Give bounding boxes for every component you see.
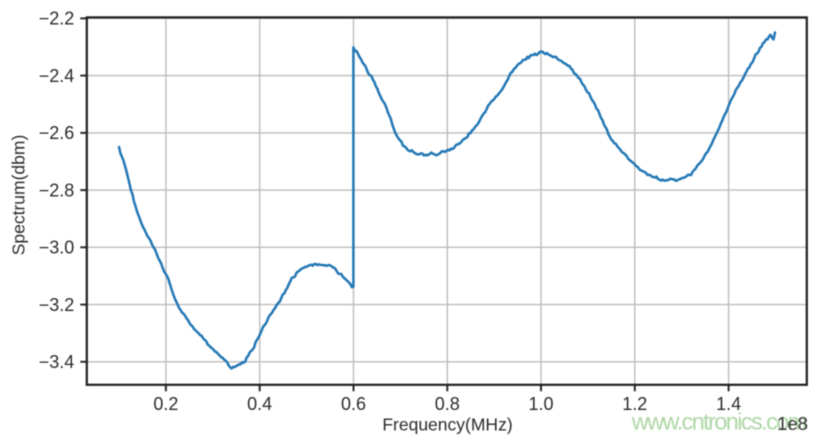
svg-text:−2.2: −2.2 bbox=[39, 9, 75, 29]
svg-text:1.4: 1.4 bbox=[716, 394, 741, 414]
svg-text:1.2: 1.2 bbox=[622, 394, 647, 414]
svg-text:1e8: 1e8 bbox=[777, 413, 808, 434]
svg-text:−3.2: −3.2 bbox=[39, 295, 75, 315]
svg-text:−3.0: −3.0 bbox=[39, 238, 75, 258]
svg-text:−2.6: −2.6 bbox=[39, 123, 75, 143]
svg-text:−2.8: −2.8 bbox=[39, 180, 75, 200]
svg-text:0.8: 0.8 bbox=[435, 394, 460, 414]
svg-text:−3.4: −3.4 bbox=[39, 352, 75, 372]
svg-text:0.6: 0.6 bbox=[341, 394, 366, 414]
svg-text:0.4: 0.4 bbox=[247, 394, 272, 414]
svg-text:Frequency(MHz): Frequency(MHz) bbox=[382, 415, 512, 435]
svg-text:−2.4: −2.4 bbox=[39, 66, 75, 86]
svg-text:1.0: 1.0 bbox=[528, 394, 553, 414]
svg-text:Spectrum(dbm): Spectrum(dbm) bbox=[9, 135, 29, 256]
svg-text:0.2: 0.2 bbox=[153, 394, 178, 414]
svg-text:www.cntronics.com: www.cntronics.com bbox=[631, 409, 807, 435]
